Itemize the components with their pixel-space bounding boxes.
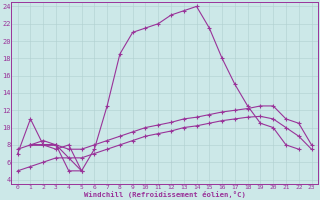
X-axis label: Windchill (Refroidissement éolien,°C): Windchill (Refroidissement éolien,°C) [84,191,245,198]
